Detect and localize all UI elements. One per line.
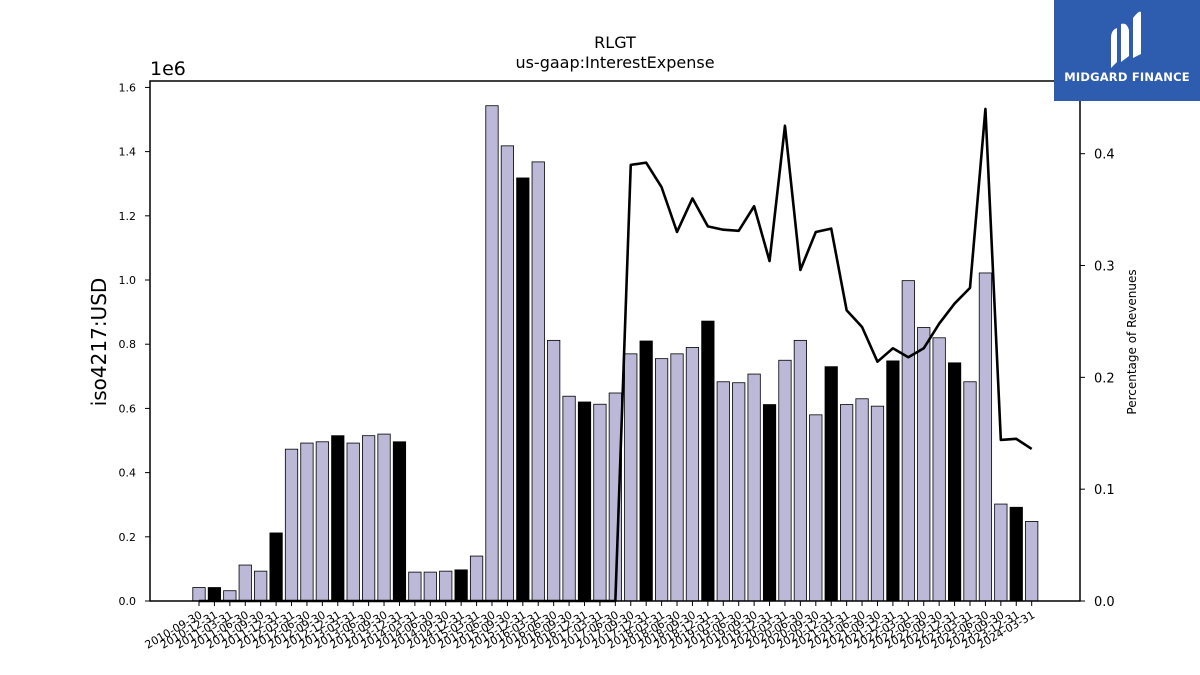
y-tick-label: 1.0 <box>119 274 137 287</box>
bar <box>500 145 515 602</box>
bar <box>978 272 993 602</box>
bar <box>593 403 607 602</box>
y-tick-label: 1.6 <box>119 81 137 94</box>
bar <box>1009 506 1023 602</box>
bar <box>670 353 684 602</box>
bar <box>562 395 576 602</box>
bar <box>392 441 407 602</box>
bar <box>223 590 237 602</box>
bar <box>655 358 669 602</box>
y-tick-label: 1.2 <box>119 210 137 223</box>
bar <box>192 587 206 602</box>
bar <box>762 404 777 602</box>
bar <box>238 564 252 602</box>
y-axis-multiplier: 1e6 <box>150 58 186 80</box>
y-tick-label: 0.0 <box>119 595 137 608</box>
y-tick-label: 0.6 <box>119 402 137 415</box>
bar <box>516 177 530 602</box>
bar <box>624 353 638 602</box>
bar <box>331 435 345 602</box>
bar <box>254 570 268 602</box>
bar <box>901 280 915 602</box>
bar <box>886 360 900 602</box>
y-axis-right-label: Percentage of Revenues <box>1125 269 1139 414</box>
bar <box>870 405 885 602</box>
bar <box>362 435 376 602</box>
y-tick-label: 0.8 <box>119 338 137 351</box>
bar <box>840 404 854 602</box>
midgard-finance-logo: MIDGARD FINANCE <box>1054 0 1200 101</box>
bar <box>547 339 561 602</box>
bar <box>809 414 823 602</box>
y-right-tick-label: 0.4 <box>1094 148 1115 163</box>
y-right-tick-label: 0.3 <box>1094 260 1115 275</box>
bar <box>300 442 314 602</box>
y-right-tick-label: 0.2 <box>1094 371 1115 386</box>
bar <box>485 105 499 602</box>
bar <box>947 362 962 602</box>
bar <box>732 382 746 602</box>
bar <box>994 503 1008 602</box>
y-tick-label: 1.4 <box>119 146 137 159</box>
bar <box>917 327 931 602</box>
bar <box>824 366 838 602</box>
bar <box>439 570 453 602</box>
bar <box>454 569 468 602</box>
logo-mark-icon <box>1111 11 1141 68</box>
bar <box>855 398 869 602</box>
bar <box>716 381 730 602</box>
logo-text: MIDGARD FINANCE <box>1064 70 1190 84</box>
y-right-tick-label: 0.1 <box>1094 483 1115 498</box>
y-tick-label: 0.4 <box>119 467 137 480</box>
bar <box>346 442 360 602</box>
bar <box>469 555 484 602</box>
bar <box>778 359 792 602</box>
y-right-tick-label: 0.0 <box>1094 595 1115 610</box>
bar <box>793 339 807 602</box>
y-axis-label: iso4217:USD <box>87 278 111 407</box>
bar <box>207 587 222 602</box>
bar <box>701 320 715 602</box>
bar <box>747 373 761 602</box>
bar <box>577 401 592 602</box>
bar <box>639 340 653 602</box>
bar <box>408 571 422 602</box>
bar <box>932 337 946 602</box>
bar <box>963 381 977 602</box>
bar <box>531 161 545 602</box>
bar <box>423 571 437 602</box>
chart-subtitle: us-gaap:InterestExpense <box>515 53 714 72</box>
bar <box>269 532 283 602</box>
bar <box>284 448 299 602</box>
bar <box>315 441 329 602</box>
bar <box>377 433 391 602</box>
y-tick-label: 0.2 <box>119 531 137 544</box>
bar <box>1025 521 1039 602</box>
chart-title: RLGT <box>594 33 636 52</box>
bar <box>685 347 700 602</box>
